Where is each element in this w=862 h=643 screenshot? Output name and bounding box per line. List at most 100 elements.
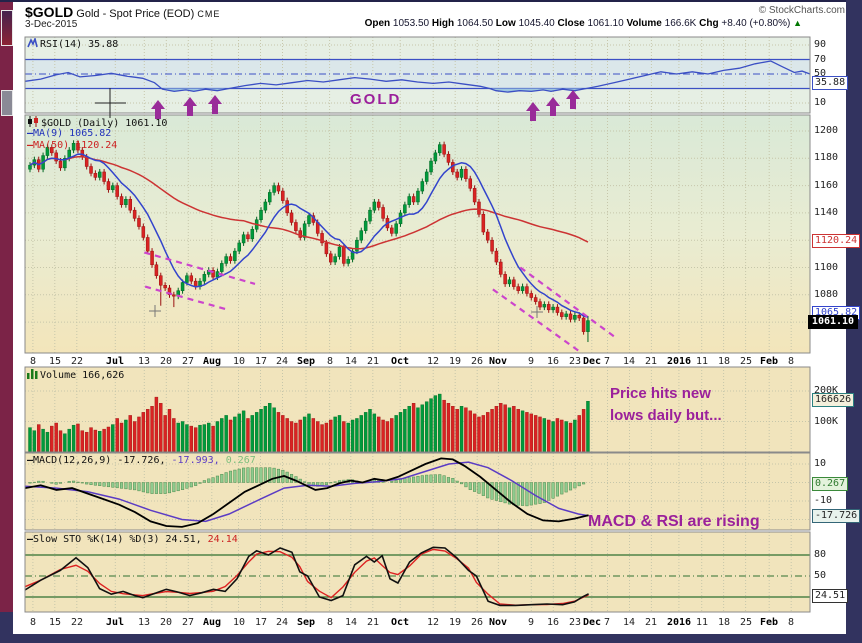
macd-histogram-bar — [503, 482, 507, 504]
volume-bar — [424, 401, 429, 452]
candle-body — [442, 144, 446, 155]
candle-body — [581, 317, 586, 332]
volume-bar — [102, 428, 106, 452]
volume-bar — [560, 419, 564, 452]
candle-body — [76, 143, 80, 151]
volume-bar — [394, 415, 398, 452]
volume-bar — [459, 406, 464, 452]
volume-bar — [350, 419, 355, 452]
ma50-label: MA(50) 1120.24 — [33, 140, 118, 151]
volume-bar — [119, 422, 124, 452]
candle-body — [459, 168, 464, 178]
macd-histogram-bar — [207, 478, 211, 483]
macd-histogram-bar — [54, 482, 58, 485]
volume-bar — [442, 399, 446, 452]
volume-bar — [268, 403, 272, 452]
mid-axis-label: Nov — [488, 356, 508, 367]
volume-annotation-line1: Price hits new — [610, 385, 711, 402]
mid-axis-label: 21 — [644, 356, 658, 367]
volume-bar — [228, 419, 233, 452]
volume-current-tag: 166626 — [812, 393, 855, 407]
macd-histogram-bar — [255, 467, 259, 483]
candle-body — [516, 286, 520, 291]
candle-body — [180, 282, 185, 291]
volume-bar — [320, 424, 324, 452]
mid-axis-label: Aug — [202, 356, 222, 367]
candle-body — [185, 275, 189, 283]
mid-axis-label: 20 — [159, 356, 173, 367]
macd-histogram-bar — [407, 477, 411, 483]
rsi-scale-label: 70 — [814, 54, 827, 65]
volume-bar — [220, 418, 224, 452]
volume-bar — [185, 424, 189, 452]
macd-label-value: MACD(12,26,9) -17.726, — [33, 455, 166, 466]
volume-bar — [124, 419, 128, 452]
macd-histogram-bar — [555, 482, 559, 497]
candle-body — [119, 196, 124, 205]
candle-body — [298, 230, 303, 238]
macd-line — [24, 457, 589, 528]
candle-body — [433, 152, 438, 162]
macd-histogram-bar — [141, 482, 145, 493]
volume-bar — [464, 407, 468, 452]
volume-bar — [529, 413, 533, 452]
annotation-up-arrow — [546, 97, 560, 116]
candle-body — [202, 274, 207, 282]
candle-body — [573, 315, 577, 320]
candle-body — [555, 306, 560, 313]
macd-scale-label: -10 — [814, 495, 833, 506]
volume-bar — [385, 421, 390, 452]
volume-bar — [289, 421, 294, 452]
candle-body — [446, 153, 451, 163]
volume-bar — [315, 421, 320, 452]
volume-bar — [263, 406, 268, 452]
macd-histogram-bar — [551, 482, 555, 499]
bottom-axis-label: 23 — [568, 617, 582, 628]
candle-body — [106, 181, 111, 190]
volume-bar — [298, 419, 302, 452]
price-scale-label: 1180 — [814, 152, 839, 163]
candle-body — [163, 284, 167, 289]
trendline-dashed — [519, 266, 618, 340]
bottom-axis-label: 11 — [695, 617, 709, 628]
volume-bar — [89, 427, 93, 452]
candle-body — [368, 209, 372, 222]
candle-body — [93, 173, 98, 178]
macd-histogram-bar — [111, 482, 115, 488]
candle-body — [407, 196, 411, 205]
macd-histogram-bar — [176, 482, 180, 492]
volume-bar — [490, 409, 494, 452]
macd-histogram-bar — [242, 467, 246, 483]
macd-histogram-bar — [106, 482, 111, 488]
candle-body — [381, 207, 385, 219]
volume-bars-icon — [27, 369, 38, 382]
ohlc-quote-line: Open 1053.50 High 1064.50 Low 1045.40 Cl… — [290, 18, 802, 29]
volume-bar — [150, 406, 154, 452]
volume-bar — [193, 427, 198, 452]
candle-body — [520, 286, 525, 291]
sto-line-swatch: — — [27, 534, 34, 545]
annotation-up-arrow — [208, 95, 222, 114]
volume-bar — [189, 425, 193, 452]
macd-histogram-bar — [490, 482, 494, 500]
candle-body — [390, 227, 394, 234]
volume-bar — [71, 424, 76, 452]
candle-body — [220, 263, 224, 272]
low-label: Low — [495, 18, 516, 29]
candle-body — [477, 201, 481, 215]
volume-bar — [372, 413, 377, 452]
volume-bar — [106, 426, 111, 452]
volume-bar — [564, 421, 568, 452]
sto-scale-label: 80 — [814, 549, 827, 560]
mid-axis-label: Oct — [390, 356, 410, 367]
candle-body — [224, 256, 228, 264]
candle-body — [263, 201, 268, 211]
volume-bar — [512, 406, 516, 452]
sto-scale-label: 50 — [814, 570, 827, 581]
candle-body — [267, 192, 272, 203]
gold-annotation-text: GOLD — [350, 91, 402, 108]
candle-body — [525, 286, 529, 294]
volume-bar — [98, 431, 102, 452]
macd-histogram-bar — [128, 482, 132, 490]
volume-bar — [333, 416, 337, 452]
